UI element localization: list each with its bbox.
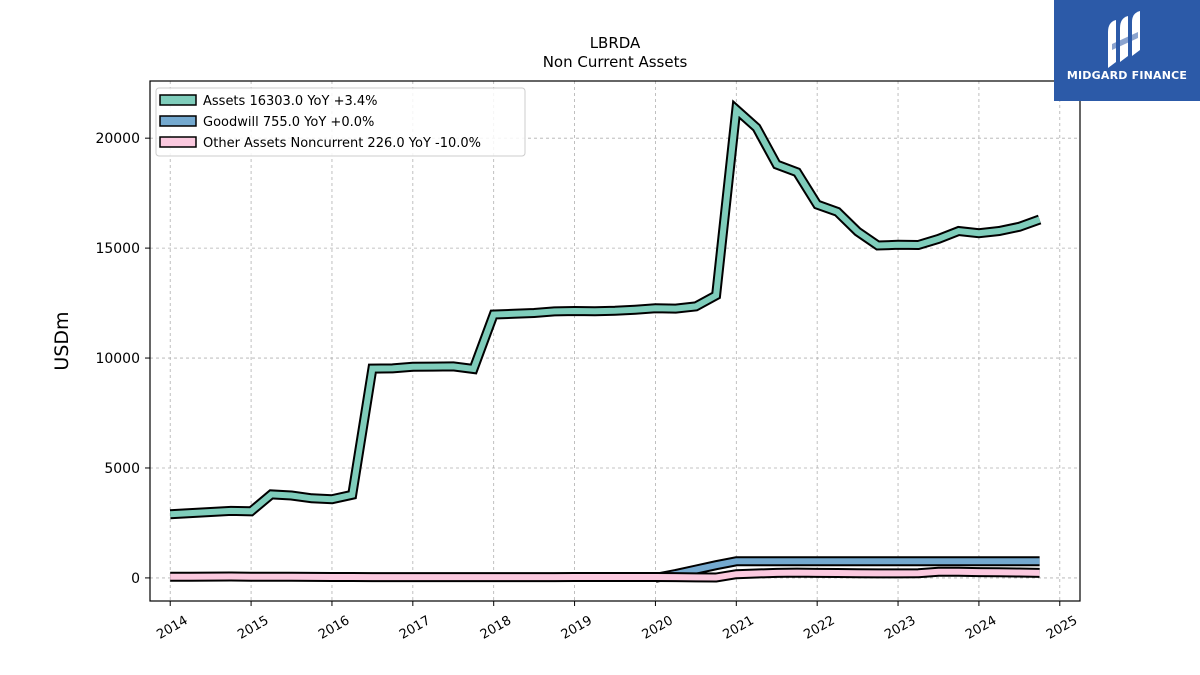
brand-name: MIDGARD FINANCE: [1066, 69, 1188, 82]
series-2: [170, 566, 1040, 583]
legend-box: [155, 87, 526, 157]
x-tick-label: 2016: [316, 613, 352, 643]
y-tick-label: 0: [131, 571, 140, 587]
legend-swatch: [159, 115, 197, 127]
x-tick-label: 2022: [801, 613, 837, 643]
y-axis-label: USDm: [51, 311, 73, 370]
legend-swatch: [159, 94, 197, 106]
legend: Assets 16303.0 YoY +3.4% Goodwill 755.0 Y…: [155, 87, 526, 157]
x-tick-label: 2019: [559, 613, 595, 643]
series-line: [170, 568, 1040, 581]
series-line: [654, 558, 1040, 581]
x-tick-label: 2025: [1044, 613, 1080, 643]
legend-swatch: [159, 136, 197, 148]
x-tick-label: 2021: [720, 613, 756, 643]
legend-label: Goodwill 755.0 YoY +0.0%: [203, 115, 374, 130]
series-line: [170, 103, 1041, 518]
y-tick-label: 20000: [95, 131, 140, 147]
grid: [150, 81, 1080, 601]
x-tick-label: 2015: [235, 613, 271, 643]
x-tick-label: 2023: [882, 613, 918, 643]
y-tick-label: 10000: [95, 351, 140, 367]
x-tick-label: 2024: [963, 613, 999, 643]
series-0: [169, 99, 1042, 520]
midgard-logo-icon: [1108, 11, 1140, 68]
series-layer: [169, 99, 1042, 583]
brand-logo: MIDGARD FINANCE: [1054, 0, 1200, 101]
y-tick-label: 5000: [104, 461, 140, 477]
x-tick-label: 2020: [640, 613, 676, 643]
series-1: [654, 556, 1040, 583]
x-tick-label: 2018: [478, 613, 514, 643]
legend-label: Other Assets Noncurrent 226.0 YoY -10.0%: [203, 136, 481, 151]
chart-subtitle: Non Current Assets: [543, 53, 688, 71]
chart-title: LBRDA: [590, 34, 641, 52]
legend-label: Assets 16303.0 YoY +3.4%: [203, 94, 378, 109]
plot-frame: [149, 80, 1081, 602]
x-tick-label: 2017: [397, 613, 433, 643]
y-tick-label: 15000: [95, 241, 140, 257]
x-tick-label: 2014: [154, 613, 190, 643]
